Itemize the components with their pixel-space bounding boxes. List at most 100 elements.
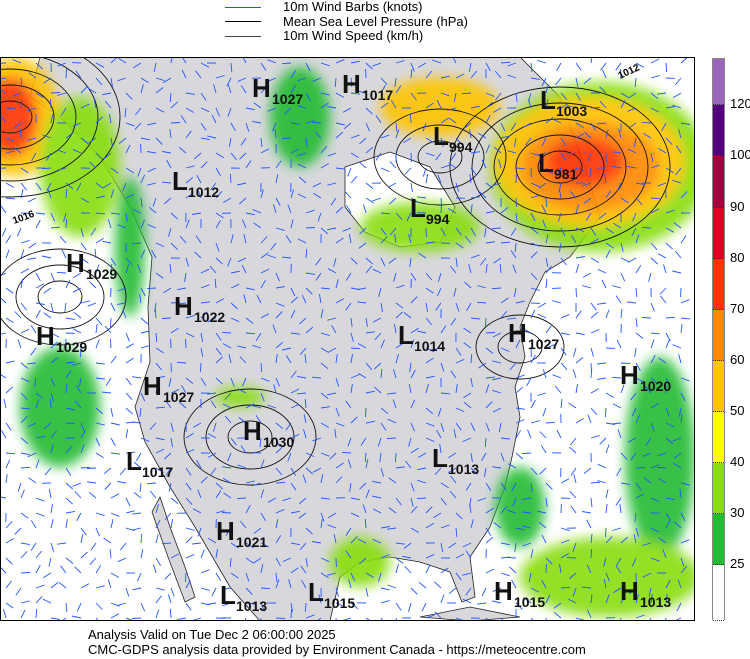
- wind-barb: [304, 398, 307, 409]
- wind-barb: [493, 257, 502, 264]
- wind-barb: [449, 490, 457, 499]
- wind-barb: [530, 399, 536, 409]
- wind-barb: [485, 92, 495, 97]
- center-letter: H: [216, 516, 235, 546]
- wind-barb: [590, 347, 594, 357]
- wind-barb: [5, 538, 15, 544]
- wind-barb: [185, 257, 190, 267]
- wind-barb: [435, 152, 442, 161]
- wind-barb: [35, 302, 45, 305]
- wind-barb: [20, 609, 26, 619]
- wind-barb: [388, 257, 397, 264]
- wind-barb: [215, 107, 220, 117]
- wind-barb: [290, 189, 295, 199]
- wind-barb: [515, 167, 526, 170]
- wind-barb: [312, 182, 322, 188]
- wind-barb: [334, 77, 337, 88]
- center-letter: H: [36, 321, 55, 351]
- wind-barb: [507, 509, 517, 514]
- wind-barb: [674, 77, 682, 86]
- wind-barb: [253, 222, 262, 229]
- wind-barb: [125, 429, 129, 439]
- wind-barb: [470, 167, 477, 176]
- wind-barb: [599, 437, 607, 445]
- wind-barb: [555, 77, 562, 86]
- wind-barb: [602, 69, 607, 79]
- wind-barb: [477, 497, 487, 502]
- wind-barb: [605, 129, 609, 139]
- wind-barb: [57, 542, 67, 545]
- wind-barb: [285, 355, 292, 364]
- wind-barb: [95, 62, 105, 68]
- wind-barb: [89, 281, 97, 289]
- wind-barb: [545, 482, 553, 490]
- wind-barb: [410, 422, 416, 432]
- wind-barb: [434, 611, 442, 619]
- wind-barb: [395, 85, 402, 94]
- wind-barb: [348, 579, 352, 589]
- wind-barb: [95, 339, 100, 349]
- wind-barb: [161, 181, 172, 184]
- wind-barb: [620, 92, 629, 98]
- wind-barb: [492, 407, 502, 413]
- wind-barb: [192, 508, 202, 514]
- wind-barb: [672, 104, 682, 109]
- colorbar-segment: [713, 565, 724, 621]
- wind-barb: [237, 182, 247, 186]
- wind-barb: [650, 208, 660, 214]
- wind-barb: [95, 152, 103, 160]
- wind-barb: [417, 479, 427, 484]
- wind-barb: [20, 182, 27, 191]
- wind-barb: [147, 224, 157, 229]
- isobar: [417, 140, 463, 174]
- colorbar-label: 40: [730, 454, 745, 469]
- wind-barb: [635, 265, 642, 274]
- wind-barb: [600, 62, 607, 71]
- wind-barb: [335, 587, 339, 597]
- wind-barb: [422, 122, 427, 132]
- wind-barb: [417, 467, 427, 471]
- wind-barb: [290, 467, 297, 476]
- wind-barb: [95, 324, 98, 334]
- center-value: 1015: [324, 595, 355, 611]
- wind-barb: [275, 302, 285, 307]
- wind-barb: [318, 594, 322, 604]
- wind-barb: [440, 567, 449, 574]
- wind-barb: [673, 462, 682, 469]
- isobar: [0, 248, 127, 346]
- wind-barb: [290, 567, 299, 574]
- wind-barb: [658, 147, 667, 154]
- wind-barb: [537, 313, 547, 319]
- wind-barb: [537, 392, 547, 396]
- colorbar-segment: [713, 463, 724, 514]
- wind-barb: [357, 538, 367, 544]
- legend-label: 10m Wind Barbs (knots): [283, 0, 423, 14]
- wind-barb: [378, 572, 382, 582]
- wind-barb: [587, 414, 592, 424]
- wind-barb: [665, 167, 674, 174]
- wind-barb: [272, 324, 277, 334]
- center-letter: H: [252, 73, 271, 103]
- wind-barb: [298, 497, 307, 505]
- isobar: [537, 150, 583, 184]
- wind-barb: [492, 182, 502, 187]
- wind-barb: [155, 332, 158, 343]
- wind-barb: [436, 287, 442, 297]
- wind-barb: [569, 437, 577, 446]
- wind-barb: [408, 602, 412, 612]
- wind-barb: [380, 167, 390, 172]
- wind-barb: [238, 197, 247, 205]
- wind-barb: [465, 550, 472, 559]
- wind-barb: [285, 235, 292, 244]
- wind-barb: [380, 526, 390, 529]
- wind-barb: [290, 84, 296, 94]
- wind-barb: [499, 263, 502, 274]
- wind-barb: [140, 137, 150, 141]
- wind-barb: [680, 539, 690, 544]
- wind-barb: [395, 129, 400, 139]
- wind-barb: [545, 84, 549, 94]
- wind-barb: [320, 362, 329, 370]
- wind-barb: [665, 497, 675, 501]
- wind-barb: [440, 594, 445, 604]
- wind-barb: [455, 227, 462, 236]
